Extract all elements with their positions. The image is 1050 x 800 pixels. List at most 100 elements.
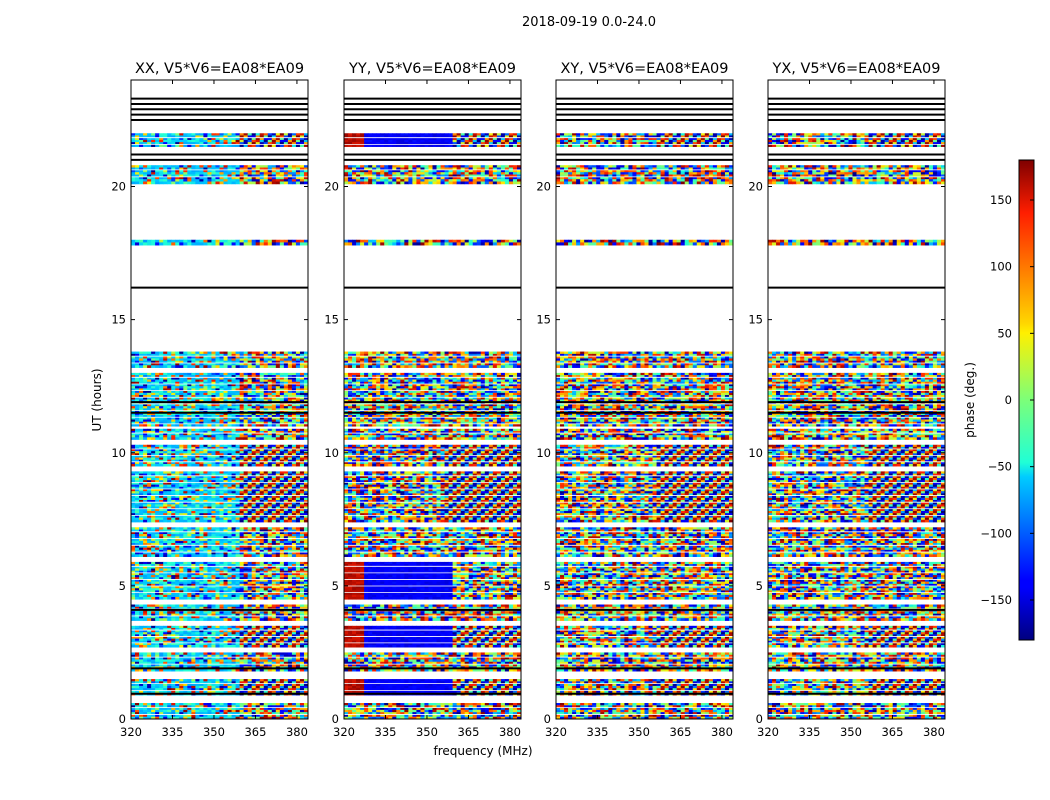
heatmap-cell xyxy=(143,652,148,656)
heatmap-cell xyxy=(227,515,232,518)
heatmap-cell xyxy=(211,606,216,610)
heatmap-cell xyxy=(167,513,172,516)
heatmap-cell xyxy=(151,679,156,682)
heatmap-cell xyxy=(283,570,289,574)
heatmap-cell xyxy=(223,575,228,578)
heatmap-cell xyxy=(167,590,172,594)
heatmap-cell xyxy=(299,659,305,663)
heatmap-cell xyxy=(143,634,148,637)
heatmap-cell xyxy=(243,519,249,523)
heatmap-cell xyxy=(243,529,249,533)
heatmap-cell xyxy=(247,451,253,454)
heatmap-cell xyxy=(283,540,289,544)
heatmap-cell xyxy=(143,510,148,514)
heatmap-cell xyxy=(287,495,293,499)
heatmap-cell xyxy=(259,547,265,551)
heatmap-cell xyxy=(211,615,216,619)
heatmap-cell xyxy=(211,473,216,477)
heatmap-cell xyxy=(235,716,241,720)
heatmap-cell xyxy=(215,690,220,694)
heatmap-cell xyxy=(287,486,293,490)
heatmap-cell xyxy=(191,613,196,617)
heatmap-cell xyxy=(131,630,136,633)
heatmap-cell xyxy=(207,644,212,648)
heatmap-cell xyxy=(195,549,200,553)
heatmap-cell xyxy=(255,712,261,715)
heatmap-cell xyxy=(231,714,236,718)
heatmap-cell xyxy=(295,564,301,567)
heatmap-cell xyxy=(255,577,261,580)
heatmap-cell xyxy=(235,596,241,600)
heatmap-cell xyxy=(243,502,249,505)
heatmap-cell xyxy=(299,640,305,644)
heatmap-cell xyxy=(219,471,224,474)
heatmap-cell xyxy=(251,554,257,557)
heatmap-cell xyxy=(283,554,289,557)
heatmap-cell xyxy=(299,681,305,685)
heatmap-cell xyxy=(131,480,136,483)
heatmap-cell xyxy=(143,529,148,533)
heatmap-cell xyxy=(211,534,216,537)
heatmap-cell xyxy=(171,634,176,637)
heatmap-cell xyxy=(183,575,188,578)
heatmap-cell xyxy=(171,554,176,557)
heatmap-cell xyxy=(151,638,156,642)
heatmap-cell xyxy=(147,534,152,537)
heatmap-cell xyxy=(295,547,301,551)
heatmap-cell xyxy=(299,627,305,631)
heatmap-cell xyxy=(143,515,148,518)
heatmap-cell xyxy=(143,506,148,510)
heatmap-cell xyxy=(187,475,192,479)
heatmap-cell xyxy=(263,613,269,617)
heatmap-cell xyxy=(155,517,160,521)
heatmap-cell xyxy=(147,583,152,587)
heatmap-cell xyxy=(287,644,293,648)
heatmap-cell xyxy=(167,486,172,490)
heatmap-cell xyxy=(259,504,265,507)
heatmap-cell xyxy=(131,515,136,518)
heatmap-cell xyxy=(195,502,200,505)
heatmap-cell xyxy=(295,714,301,718)
heatmap-cell xyxy=(291,579,297,583)
heatmap-cell xyxy=(223,515,228,518)
heatmap-cell xyxy=(175,594,180,598)
heatmap-cell xyxy=(219,482,224,485)
heatmap-cell xyxy=(215,577,220,580)
heatmap-cell xyxy=(199,685,204,689)
heatmap-cell xyxy=(171,596,176,600)
heatmap-cell xyxy=(175,566,180,569)
heatmap-cell xyxy=(231,451,236,454)
heatmap-cell xyxy=(179,568,184,572)
heatmap-cell xyxy=(279,716,285,720)
heatmap-cell xyxy=(231,517,236,521)
heatmap-cell xyxy=(207,519,212,523)
heatmap-cell xyxy=(167,488,172,492)
heatmap-cell xyxy=(287,572,293,576)
heatmap-cell xyxy=(187,561,192,565)
heatmap-cell xyxy=(255,604,261,608)
heatmap-cell xyxy=(199,705,204,708)
heatmap-cell xyxy=(283,640,289,644)
heatmap-cell xyxy=(247,634,253,637)
heatmap-cell xyxy=(187,586,192,589)
heatmap-cell xyxy=(231,679,236,682)
heatmap-cell xyxy=(155,690,160,694)
heatmap-cell xyxy=(207,529,212,533)
heatmap-cell xyxy=(259,685,265,689)
heatmap-cell xyxy=(163,568,168,572)
heatmap-cell xyxy=(151,493,156,496)
heatmap-cell xyxy=(295,705,301,708)
heatmap-cell xyxy=(295,592,301,596)
heatmap-cell xyxy=(151,517,156,521)
heatmap-cell xyxy=(263,703,269,706)
heatmap-cell xyxy=(203,581,208,585)
heatmap-cell xyxy=(283,630,289,633)
heatmap-cell xyxy=(251,543,257,546)
heatmap-cell xyxy=(139,668,144,672)
heatmap-cell xyxy=(279,508,285,512)
heatmap-cell xyxy=(215,588,220,591)
heatmap-cell xyxy=(279,515,285,518)
heatmap-cell xyxy=(191,581,196,585)
heatmap-cell xyxy=(295,681,301,685)
heatmap-cell xyxy=(199,449,204,452)
